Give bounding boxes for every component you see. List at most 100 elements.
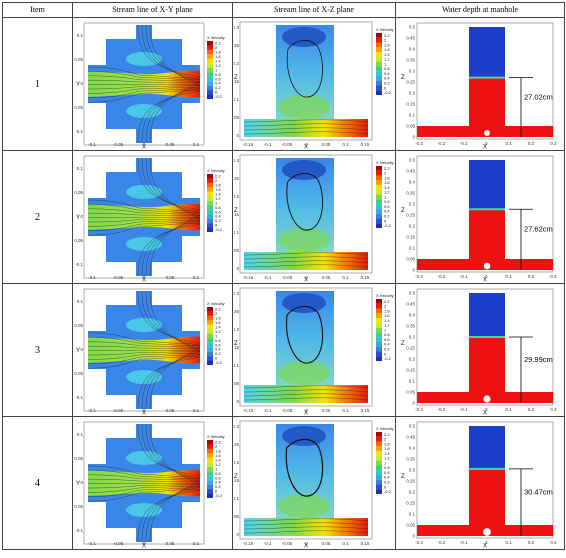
x-tick-label: 0.05 (165, 541, 174, 546)
xy-legend-swatch (206, 63, 213, 68)
vortex-streamline (285, 438, 324, 497)
streamline (243, 526, 369, 530)
streamline (87, 199, 200, 212)
z-tick-label: 0.5 (409, 291, 416, 296)
item-number: 2 (2, 150, 73, 284)
z-tick-label: 0.1 (234, 363, 239, 368)
streamline (243, 123, 369, 127)
xy-legend-swatch (206, 54, 213, 59)
xy-legend-swatch (206, 45, 213, 50)
xy-legend-label: 2.2 (215, 174, 221, 179)
x-tick-label: 0.15 (361, 275, 370, 280)
xy-plane-plot: -0.1 -0.05 0 0.05 0.1 0.1 0.05 0 -0.05 -0.1 X Y X Ve… (74, 155, 224, 283)
xy-legend-label: 1 (215, 67, 218, 72)
xy-legend-swatch (206, 333, 213, 339)
xz-legend-swatch (376, 170, 382, 176)
xz-legend-label: 0.4 (384, 475, 390, 480)
x-tick-label: 0.15 (361, 541, 370, 546)
streamline (243, 119, 369, 123)
x-tick-label: -0.15 (243, 142, 254, 147)
z-tick-label: 0 (412, 534, 415, 539)
x-tick-label: -0.1 (460, 407, 468, 412)
xz-legend-title: X Velocity (376, 293, 394, 298)
xz-legend-label: 1.4 (384, 185, 390, 190)
item-number: 4 (2, 416, 73, 550)
xy-legend-label: 0.4 (215, 81, 221, 86)
xy-legend-swatch (206, 351, 213, 357)
xy-legend-label: 1 (215, 200, 218, 205)
xz-legend-swatch (376, 204, 382, 209)
streamline (149, 480, 200, 543)
xz-plane-plot: -0.15 -0.1 -0.05 0 0.05 0.1 0.15 0.3 0.25 0.2 0.15… (234, 21, 394, 149)
xz-legend-label: 2 (384, 38, 387, 43)
xy-legend-label: 1.2 (215, 63, 221, 68)
x-tick-label: 0 (485, 540, 488, 545)
streamline (141, 24, 200, 81)
streamline (87, 218, 200, 223)
streamline (87, 85, 200, 90)
xz-legend-swatch (376, 484, 382, 490)
xz-legend-swatch (376, 52, 382, 57)
streamline (87, 351, 200, 356)
x-tick-label: 0.1 (505, 274, 512, 279)
xz-legend-swatch (376, 460, 382, 466)
xz-legend-swatch (376, 446, 382, 452)
streamline (149, 157, 200, 220)
air-bubble (484, 130, 490, 136)
xz-legend-label: 2.2 (384, 299, 390, 304)
z-axis-label: Z (234, 341, 238, 347)
xy-legend-label: 0.6 (215, 342, 221, 347)
x-axis-label: X (483, 411, 487, 416)
vortex-streamline (286, 305, 324, 364)
streamline (145, 84, 200, 144)
xy-legend-title: X Velocity (207, 35, 225, 40)
x-tick-label: 0.3 (550, 540, 557, 545)
streamline (87, 354, 200, 364)
xy-legend-label: 2 (215, 311, 218, 316)
x-tick-label: 0 (142, 541, 145, 546)
plot-frame (83, 288, 204, 412)
z-tick-label: 0 (236, 133, 239, 138)
z-tick-label: 0.1 (409, 512, 416, 517)
z-axis-label: Z (401, 75, 405, 81)
xz-legend-swatch (376, 436, 382, 442)
streamline (145, 350, 200, 410)
xz-legend-label: 0.2 (384, 347, 390, 352)
xz-legend-swatch (376, 479, 382, 485)
xy-legend-label: 0 (215, 223, 218, 228)
z-axis-label: Z (234, 208, 238, 214)
xz-legend-label: 2 (384, 437, 387, 442)
xz-legend-swatch (376, 42, 382, 48)
streamline (149, 24, 200, 87)
xy-legend-swatch (206, 90, 213, 95)
xy-legend-swatch (206, 200, 213, 206)
xz-legend-label: 0.4 (384, 209, 390, 214)
xy-legend-swatch (206, 448, 213, 454)
z-axis-label: Z (401, 341, 405, 347)
z-tick-label: 0.25 (406, 80, 415, 85)
xz-legend-label: 0.2 (384, 480, 390, 485)
xz-legend-label: 1 (384, 194, 387, 199)
xz-legend-swatch (376, 327, 382, 333)
xy-legend-swatch (206, 360, 213, 365)
plot-frame (416, 22, 554, 140)
x-axis-label: X (141, 145, 145, 150)
x-tick-label: 0.3 (550, 274, 557, 279)
header-xy: Stream line of X-Y plane (72, 2, 233, 18)
streamline (145, 24, 200, 84)
velocity-jet (87, 70, 200, 98)
xz-legend-label: 0.6 (384, 470, 390, 475)
x-axis-label: X (141, 278, 145, 283)
z-tick-label: 0.2 (234, 460, 239, 465)
xy-legend-swatch (206, 457, 213, 463)
x-tick-label: 0.05 (322, 541, 331, 546)
y-tick-label: -0.05 (74, 504, 83, 509)
xy-legend-label: -0.2 (215, 493, 223, 498)
streamline (87, 223, 200, 236)
xz-legend-label: 1.6 (384, 180, 390, 185)
xz-plane-plot: -0.15 -0.1 -0.05 0 0.05 0.1 0.15 0.3 0.25 0.2 0.15… (234, 154, 394, 282)
x-tick-label: 0.05 (165, 275, 174, 280)
z-tick-label: 0.2 (409, 91, 416, 96)
y-tick-label: 0.1 (76, 33, 83, 38)
